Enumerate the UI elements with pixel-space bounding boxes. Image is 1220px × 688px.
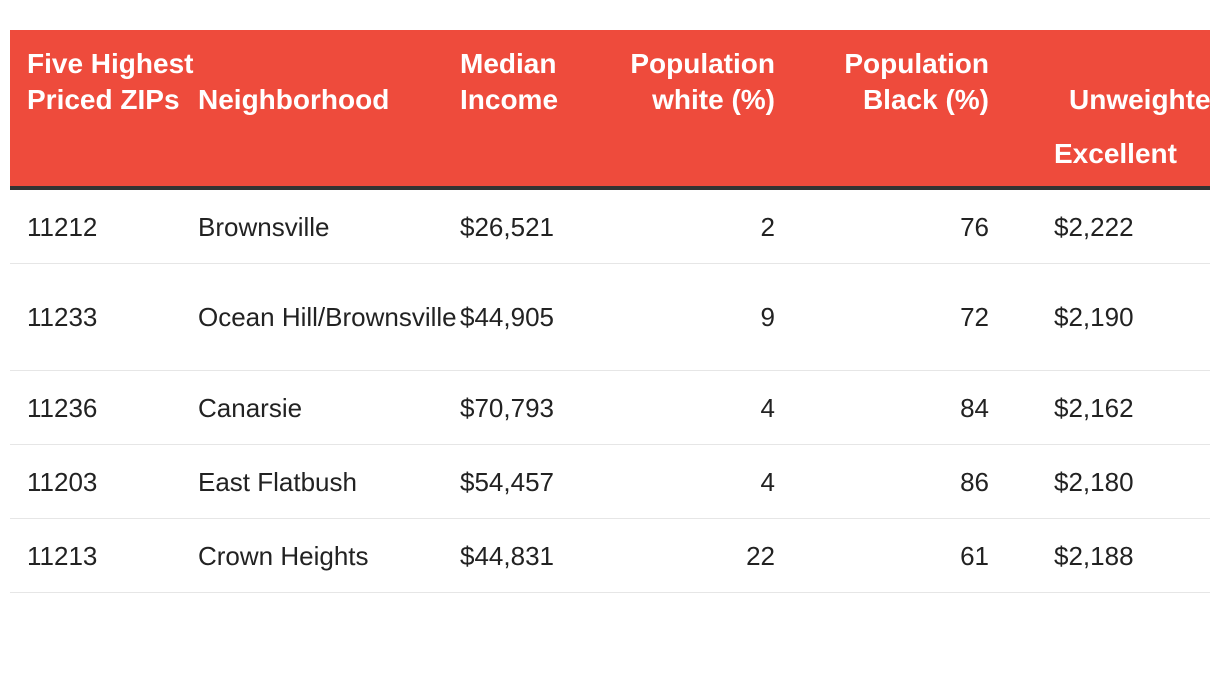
header-unweighted-score: Unweighted Score: [989, 30, 1210, 138]
header-zip: Five Highest Priced ZIPs: [10, 30, 198, 138]
cell-median-income: $44,831: [460, 518, 590, 593]
cell-population-black: 76: [775, 188, 989, 264]
zip-price-table: Five Highest Priced ZIPs Neighborhood Me…: [10, 30, 1210, 593]
header-sub-empty-zip: [10, 138, 198, 190]
header-sub-excellent: Excellent: [989, 138, 1210, 190]
cell-population-white: 4: [590, 370, 775, 445]
table-body: 11212 Brownsville $26,521 2 76 $2,222 11…: [10, 188, 1210, 593]
cell-population-white: 22: [590, 518, 775, 593]
header-population-black: Population Black (%): [775, 30, 989, 138]
header-population-white: Population white (%): [590, 30, 775, 138]
table-row: 11233 Ocean Hill/Brownsville $44,905 9 7…: [10, 263, 1210, 371]
cell-score: $2,188: [989, 518, 1210, 593]
cell-neighborhood: Ocean Hill/Brownsville: [198, 263, 460, 371]
cell-population-black: 61: [775, 518, 989, 593]
cell-zip: 11203: [10, 444, 198, 519]
header-sub-empty-neighborhood: [198, 138, 460, 190]
header-sub-empty-white: [590, 138, 775, 190]
cell-population-white: 9: [590, 263, 775, 371]
cell-median-income: $54,457: [460, 444, 590, 519]
cell-population-black: 84: [775, 370, 989, 445]
header-sub-empty-black: [775, 138, 989, 190]
cell-score: $2,190: [989, 263, 1210, 371]
header-sub-empty-income: [460, 138, 590, 190]
cell-median-income: $44,905: [460, 263, 590, 371]
cell-zip: 11236: [10, 370, 198, 445]
cell-median-income: $70,793: [460, 370, 590, 445]
cell-median-income: $26,521: [460, 188, 590, 264]
cell-population-black: 72: [775, 263, 989, 371]
cell-zip: 11213: [10, 518, 198, 593]
header-median-income: Median Income: [460, 30, 590, 138]
cell-neighborhood: Canarsie: [198, 370, 460, 445]
header-neighborhood: Neighborhood: [198, 30, 460, 138]
data-table-container: Five Highest Priced ZIPs Neighborhood Me…: [10, 30, 1210, 593]
header-subrow: Excellent: [10, 138, 1210, 190]
cell-neighborhood: Brownsville: [198, 188, 460, 264]
cell-population-black: 86: [775, 444, 989, 519]
header-row: Five Highest Priced ZIPs Neighborhood Me…: [10, 30, 1210, 138]
table-row: 11203 East Flatbush $54,457 4 86 $2,180: [10, 444, 1210, 519]
cell-score: $2,180: [989, 444, 1210, 519]
table-row: 11236 Canarsie $70,793 4 84 $2,162: [10, 370, 1210, 445]
table-header: Five Highest Priced ZIPs Neighborhood Me…: [10, 30, 1210, 190]
cell-score: $2,222: [989, 188, 1210, 264]
cell-neighborhood: East Flatbush: [198, 444, 460, 519]
cell-zip: 11212: [10, 188, 198, 264]
cell-population-white: 4: [590, 444, 775, 519]
cell-population-white: 2: [590, 188, 775, 264]
table-row: 11212 Brownsville $26,521 2 76 $2,222: [10, 188, 1210, 264]
cell-neighborhood: Crown Heights: [198, 518, 460, 593]
cell-score: $2,162: [989, 370, 1210, 445]
table-row: 11213 Crown Heights $44,831 22 61 $2,188: [10, 518, 1210, 593]
cell-zip: 11233: [10, 263, 198, 371]
